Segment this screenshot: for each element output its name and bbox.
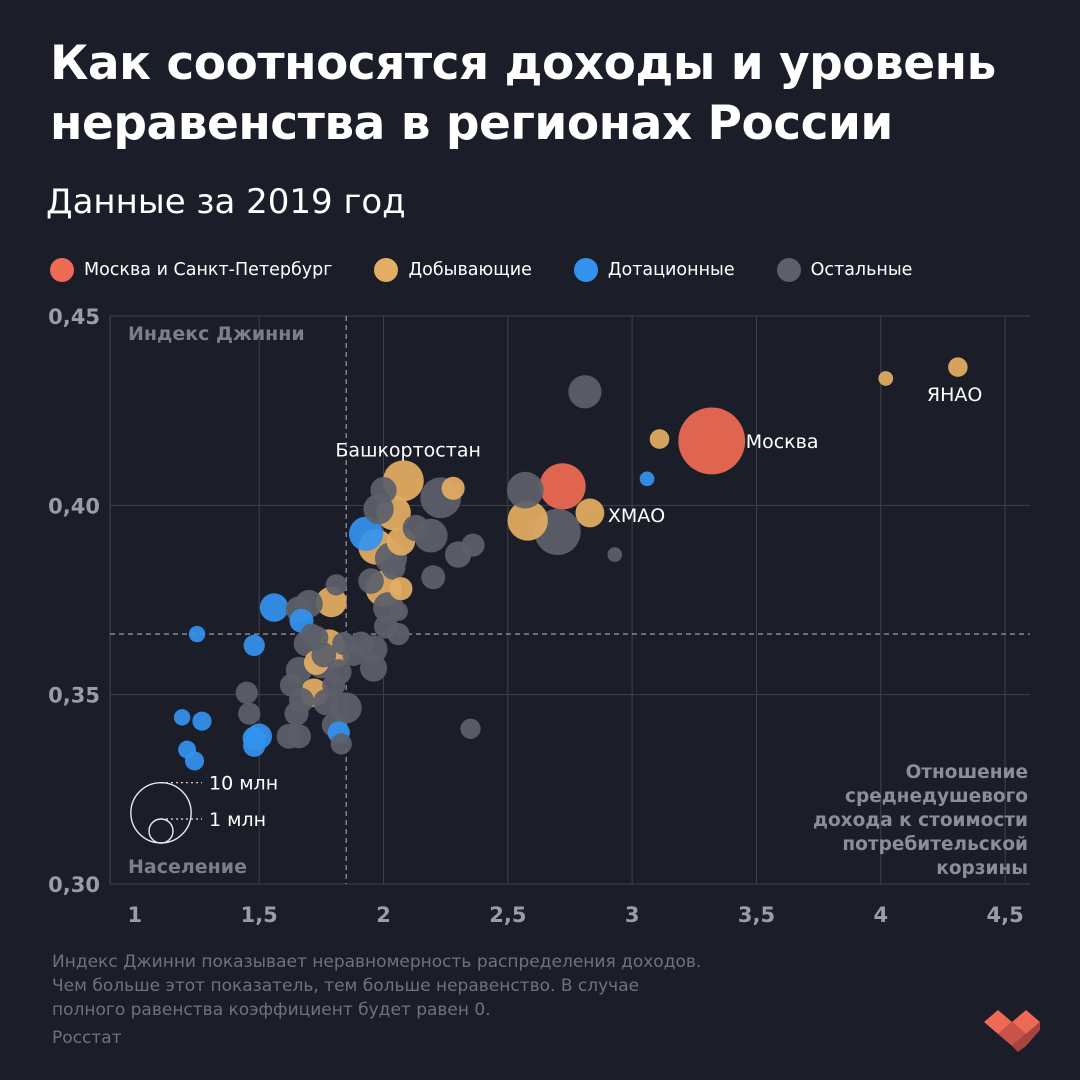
size-legend-label: 10 млн xyxy=(209,773,278,795)
x-axis-title-line: среднедушевого xyxy=(845,786,1028,807)
data-point xyxy=(173,709,191,726)
data-point xyxy=(300,623,323,645)
legend-item-subsidized: Дотационные xyxy=(573,258,735,282)
data-point xyxy=(243,634,265,657)
data-point xyxy=(192,711,212,731)
data-point xyxy=(948,357,968,377)
legend-swatch-extracting xyxy=(374,258,399,282)
x-tick-label: 2 xyxy=(376,903,391,927)
legend-swatch-others xyxy=(776,258,801,282)
data-point xyxy=(639,471,655,487)
point-annotation: ЯНАО xyxy=(927,384,982,406)
x-tick-label: 3,5 xyxy=(738,903,775,927)
data-point xyxy=(238,702,261,725)
data-point xyxy=(325,574,347,596)
x-tick-label: 3 xyxy=(625,903,640,927)
data-point xyxy=(506,471,544,509)
point-annotation: Москва xyxy=(746,431,819,453)
data-point xyxy=(188,625,206,643)
data-point xyxy=(370,477,397,504)
data-point xyxy=(358,568,384,594)
y-tick-label: 0,45 xyxy=(48,305,100,329)
data-point xyxy=(235,681,258,704)
legend-item-extracting: Добывающие xyxy=(374,258,532,282)
data-point xyxy=(539,463,586,510)
legend-item-capitals: Москва и Санкт-Петербург xyxy=(50,258,332,282)
point-annotation: ХМАО xyxy=(608,505,665,527)
x-axis-title-line: потребительской xyxy=(842,834,1028,855)
data-point xyxy=(330,733,352,755)
footnote-line: Индекс Джинни показывает неравномерность… xyxy=(52,952,702,972)
logo-icon xyxy=(984,1010,1040,1052)
data-point xyxy=(348,516,384,551)
data-point xyxy=(259,593,289,622)
size-legend-circle xyxy=(130,781,192,844)
legend-swatch-capitals xyxy=(50,258,74,282)
data-point xyxy=(381,555,406,580)
x-tick-label: 4,5 xyxy=(987,903,1024,927)
legend-label: Москва и Санкт-Петербург xyxy=(84,260,333,280)
x-axis-title-line: корзины xyxy=(936,858,1028,879)
legend-label: Добывающие xyxy=(408,260,532,280)
data-point xyxy=(387,622,410,646)
footnote-line: полного равенства коэффициент будет раве… xyxy=(52,1000,491,1020)
data-point xyxy=(279,673,304,697)
y-tick-label: 0,35 xyxy=(48,684,100,708)
size-legend-title: Население xyxy=(128,856,247,878)
size-legend-circle xyxy=(148,818,174,844)
data-point xyxy=(507,500,548,541)
x-tick-label: 1 xyxy=(128,903,143,927)
data-point xyxy=(461,533,485,557)
data-point xyxy=(243,734,266,757)
data-point xyxy=(607,547,623,562)
footnote-line: Чем больше этот показатель, тем больше н… xyxy=(52,976,640,996)
data-point xyxy=(178,740,196,759)
size-legend-label: 1 млн xyxy=(209,809,266,831)
data-point xyxy=(678,407,746,475)
data-point xyxy=(286,724,311,749)
source-label: Росстат xyxy=(52,1028,122,1048)
point-annotation: Башкортостан xyxy=(335,440,481,462)
data-point xyxy=(878,371,894,386)
title-line: неравенства в регионах России xyxy=(50,96,893,151)
subtitle: Данные за 2019 год xyxy=(46,182,406,222)
data-point xyxy=(322,673,346,697)
data-point xyxy=(342,643,365,667)
data-point xyxy=(460,718,481,739)
data-point xyxy=(402,514,430,542)
legend-label: Дотационные xyxy=(607,260,735,280)
x-axis-title-line: Отношение xyxy=(906,762,1028,783)
category-legend: Москва и Санкт-Петербург Добывающие Дота… xyxy=(50,254,954,286)
data-point xyxy=(421,565,446,590)
data-point xyxy=(575,498,605,528)
data-point xyxy=(441,476,465,500)
footnote: Индекс Джинни показывает неравномерность… xyxy=(52,950,772,1022)
y-tick-label: 0,30 xyxy=(48,873,100,897)
legend-swatch-subsidized xyxy=(573,258,598,282)
page-title: Как соотносятся доходы и уровень неравен… xyxy=(50,34,1050,154)
data-point xyxy=(284,701,309,726)
title-line: Как соотносятся доходы и уровень xyxy=(50,36,996,91)
data-point xyxy=(568,375,602,409)
x-tick-label: 2,5 xyxy=(489,903,526,927)
x-axis-title-line: дохода к стоимости xyxy=(813,810,1028,831)
y-tick-label: 0,40 xyxy=(48,494,100,518)
legend-item-others: Остальные xyxy=(776,258,913,282)
legend-label: Остальные xyxy=(810,260,913,280)
y-axis-title: Индекс Джинни xyxy=(128,323,305,345)
data-point xyxy=(389,577,413,601)
x-tick-label: 1,5 xyxy=(241,903,278,927)
data-point xyxy=(360,654,388,682)
data-point xyxy=(649,429,670,449)
x-tick-label: 4 xyxy=(873,903,888,927)
data-point xyxy=(388,601,408,621)
